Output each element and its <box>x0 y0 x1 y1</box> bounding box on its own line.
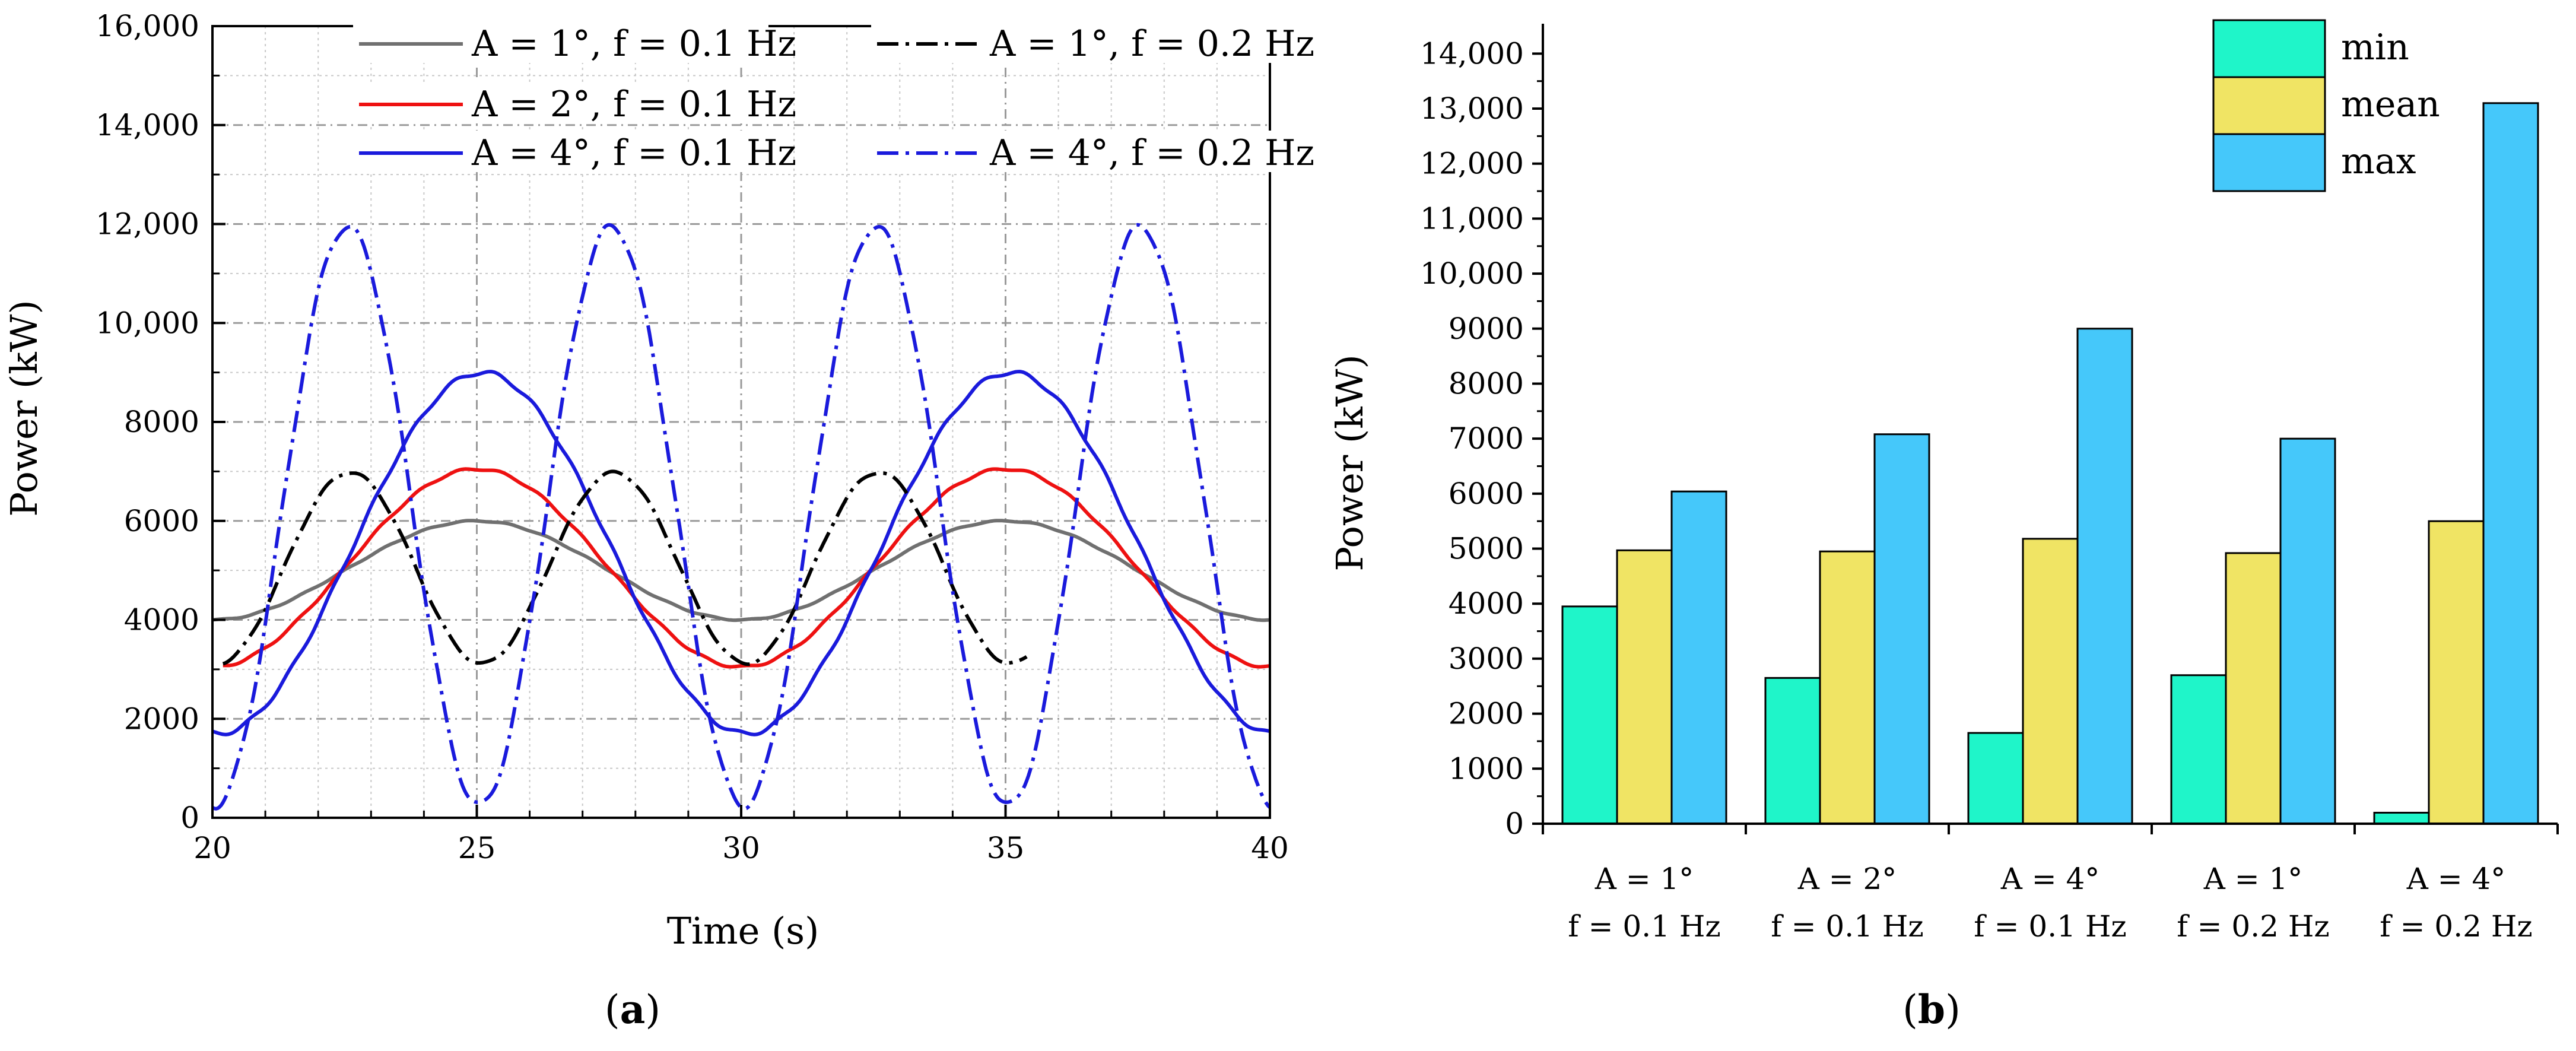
y-tick-label-a: 14,000 <box>96 108 199 142</box>
x-tick-label-a: 40 <box>1251 831 1289 865</box>
category-label-line2: f = 0.1 Hz <box>1568 909 1721 944</box>
bar-min-3 <box>1967 732 2024 825</box>
y-tick-label-a: 10,000 <box>96 306 199 340</box>
legend-label-a-1: A = 1°, f = 0.1 Hz <box>471 23 796 65</box>
y-tick-label-a: 2000 <box>124 701 199 736</box>
panel-label-a: (a) <box>605 986 660 1033</box>
bar-max-1 <box>1670 490 1727 825</box>
legend-swatch-max <box>2212 133 2326 192</box>
axes-b <box>1542 24 2558 825</box>
y-tick-label-a: 6000 <box>124 504 199 538</box>
bar-mean-4 <box>2225 552 2282 825</box>
y-tick-label-b: 7000 <box>1449 421 1524 456</box>
panel-label-b: (b) <box>1902 986 1961 1033</box>
y-tick-label-b: 1000 <box>1449 751 1524 786</box>
legend-backdrop-a <box>871 131 1287 172</box>
ticks-b: 0 1000 2000 3000 4000 5000 6000 7000 8000 9000 10,… <box>1420 36 2559 944</box>
category-label-line2: f = 0.1 Hz <box>1771 909 1924 944</box>
y-tick-label-a: 16,000 <box>96 9 199 43</box>
category-label-line1: A = 2° <box>1797 862 1897 896</box>
series-line-5 <box>211 223 1272 811</box>
bar-chart-panel-b: 0 1000 2000 3000 4000 5000 6000 7000 8000 9000 10,… <box>1328 19 2559 1033</box>
bar-min-1 <box>1561 605 1618 825</box>
y-tick-label-a: 8000 <box>124 405 199 439</box>
legend-label-a-4: A = 1°, f = 0.2 Hz <box>989 23 1314 65</box>
category-label-line1: A = 4° <box>2000 862 2100 896</box>
bar-mean-5 <box>2428 520 2485 825</box>
bar-max-4 <box>2279 437 2336 825</box>
y-tick-label-a: 4000 <box>124 603 199 637</box>
y-tick-label-b: 10,000 <box>1420 256 1524 291</box>
legend-b: min mean max <box>2212 19 2440 192</box>
category-label-line2: f = 0.2 Hz <box>2380 909 2533 944</box>
legend-backdrop-a <box>871 21 1287 63</box>
legend-label-mean: mean <box>2341 84 2440 125</box>
y-tick-label-b: 11,000 <box>1420 201 1524 236</box>
legend-label-a-3: A = 4°, f = 0.1 Hz <box>471 132 796 174</box>
y-tick-label-b: 9000 <box>1449 312 1524 346</box>
y-tick-label-a: 12,000 <box>96 207 199 242</box>
series-line-4 <box>222 469 1028 666</box>
legend-label-max: max <box>2341 141 2416 182</box>
x-tick-label-a: 35 <box>987 831 1025 865</box>
legend-label-min: min <box>2341 27 2409 68</box>
y-tick-label-b: 8000 <box>1449 366 1524 401</box>
x-tick-label-a: 25 <box>458 831 496 865</box>
bar-min-4 <box>2170 674 2227 825</box>
y-tick-label-b: 12,000 <box>1420 147 1524 181</box>
x-axis-title-a: Time (s) <box>667 909 820 952</box>
legend-swatch-mean <box>2212 76 2326 135</box>
y-tick-label-b: 14,000 <box>1420 36 1524 71</box>
category-label-line1: A = 1° <box>1594 862 1694 896</box>
y-tick-label-b: 5000 <box>1449 532 1524 566</box>
x-tick-label-a: 30 <box>722 831 760 865</box>
bar-max-5 <box>2482 102 2539 825</box>
category-label-line2: f = 0.2 Hz <box>2177 909 2330 944</box>
legend-swatch-min <box>2212 19 2326 78</box>
y-tick-label-b: 4000 <box>1449 586 1524 621</box>
series-line-3 <box>212 370 1270 736</box>
series-line-1 <box>212 519 1270 623</box>
y-axis-title-a: Power (kW) <box>2 300 46 516</box>
category-label-line1: A = 4° <box>2406 862 2506 896</box>
y-axis-title-b: Power (kW) <box>1328 354 1371 571</box>
panel-letter-a: a <box>620 986 646 1033</box>
bar-max-3 <box>2076 328 2133 825</box>
bar-mean-3 <box>2022 538 2079 825</box>
ticks-a: 0 2000 4000 6000 8000 10,000 12,000 14,000 16,00… <box>96 9 1289 865</box>
y-tick-label-a: 0 <box>180 801 199 835</box>
y-tick-label-b: 3000 <box>1449 642 1524 676</box>
y-tick-label-b: 6000 <box>1449 477 1524 511</box>
category-label-line2: f = 0.1 Hz <box>1974 909 2127 944</box>
legend-a: A = 1°, f = 0.1 Hz A = 2°, f = 0.1 Hz A = … <box>353 21 1314 174</box>
legend-label-a-5: A = 4°, f = 0.2 Hz <box>989 132 1314 174</box>
bar-mean-1 <box>1616 549 1673 825</box>
x-tick-label-a: 20 <box>193 831 231 865</box>
panel-letter-b: b <box>1918 986 1945 1033</box>
bar-max-2 <box>1873 433 1930 825</box>
bar-min-5 <box>2373 811 2430 825</box>
bars-group-b <box>1561 102 2539 825</box>
line-chart-panel-a: 0 2000 4000 6000 8000 10,000 12,000 14,000 16,00… <box>2 9 1314 1033</box>
bar-mean-2 <box>1819 550 1876 825</box>
y-tick-label-b: 13,000 <box>1420 91 1524 126</box>
bar-min-2 <box>1764 677 1821 825</box>
legend-label-a-2: A = 2°, f = 0.1 Hz <box>471 84 796 125</box>
series-group-a <box>211 223 1272 811</box>
y-tick-label-b: 0 <box>1505 806 1524 841</box>
y-tick-label-b: 2000 <box>1449 697 1524 731</box>
category-label-line1: A = 1° <box>2203 862 2303 896</box>
